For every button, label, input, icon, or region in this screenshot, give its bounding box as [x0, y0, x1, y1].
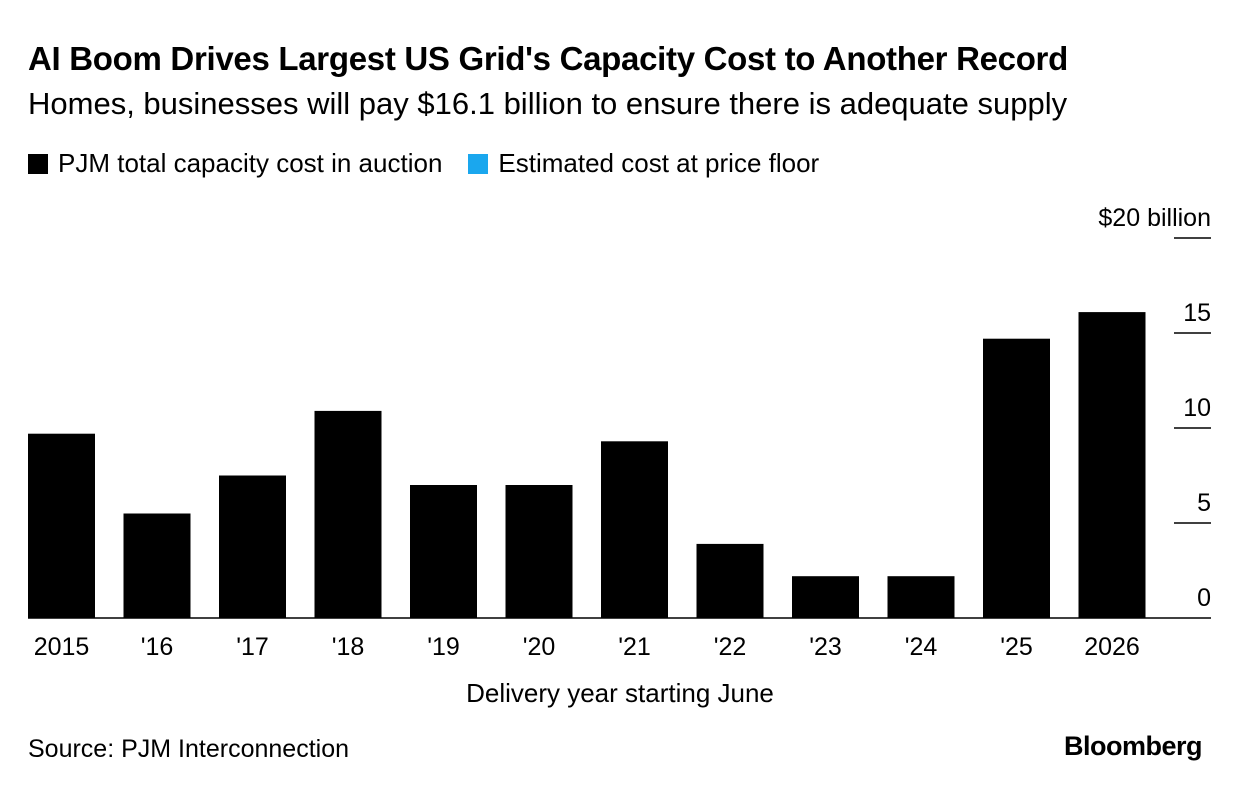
- bar-4: [410, 485, 477, 618]
- bar-7: [696, 543, 764, 618]
- bar-9: [887, 576, 955, 618]
- bar-5: [505, 485, 573, 618]
- legend: PJM total capacity cost in auction Estim…: [28, 148, 845, 179]
- x-tick-label: '20: [523, 633, 556, 661]
- legend-item-capacity-cost: PJM total capacity cost in auction: [28, 148, 442, 179]
- x-tick-label: '18: [332, 633, 365, 661]
- legend-swatch-price-floor: [468, 153, 489, 174]
- bar-11: [1078, 312, 1146, 618]
- x-tick-label: '24: [905, 633, 938, 661]
- chart-subtitle: Homes, businesses will pay $16.1 billion…: [28, 86, 1068, 121]
- x-tick-label: '21: [618, 633, 651, 661]
- source-note: Source: PJM Interconnection: [28, 735, 349, 763]
- y-axis: 0 5 10 15 $20 billion: [1098, 204, 1211, 612]
- x-tick-label: '17: [236, 633, 269, 661]
- bar-3: [314, 410, 382, 618]
- bar-2: [219, 475, 286, 618]
- legend-swatch-capacity-cost: [28, 153, 48, 174]
- x-axis-label: Delivery year starting June: [466, 678, 774, 708]
- bar-10: [983, 338, 1050, 618]
- x-tick-label: '19: [427, 633, 460, 661]
- x-tick-label: '23: [809, 633, 842, 661]
- bars-group: [28, 312, 1146, 618]
- x-tick-label: '22: [714, 633, 747, 661]
- y-tick-label: 10: [1183, 394, 1211, 422]
- y-tick-label: $20 billion: [1098, 204, 1211, 232]
- legend-item-price-floor: Estimated cost at price floor: [468, 148, 819, 179]
- x-tick-label: 2026: [1084, 633, 1140, 661]
- legend-label-price-floor: Estimated cost at price floor: [498, 148, 820, 178]
- x-axis: 2015 '16 '17 '18 '19 '20 '21 '22 '23 '24 '25 2026: [34, 633, 1140, 661]
- y-tick-label: 15: [1183, 299, 1211, 327]
- chart-title: AI Boom Drives Largest US Grid's Capacit…: [28, 40, 1068, 77]
- bar-8: [792, 576, 859, 618]
- bar-1: [123, 513, 191, 618]
- bar-6: [601, 441, 668, 618]
- bloomberg-logo: Bloomberg: [1063, 731, 1203, 761]
- x-tick-label: 2015: [34, 633, 90, 661]
- bar-0: [28, 433, 95, 618]
- y-tick-label: 0: [1197, 584, 1211, 612]
- x-tick-label: '25: [1000, 633, 1033, 661]
- y-tick-label: 5: [1197, 489, 1211, 517]
- legend-label-capacity-cost: PJM total capacity cost in auction: [58, 148, 443, 178]
- x-tick-label: '16: [141, 633, 174, 661]
